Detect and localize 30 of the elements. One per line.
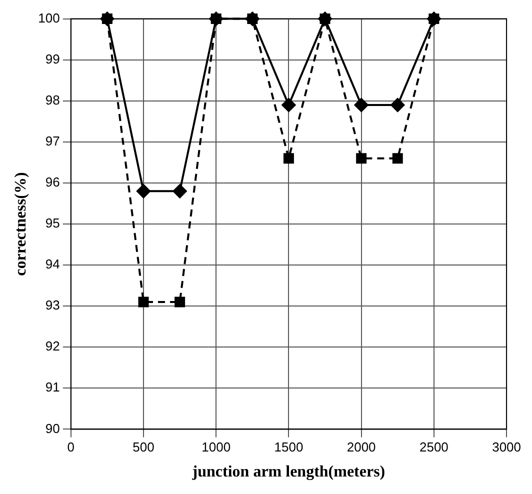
y-tick-label: 92 (45, 338, 60, 354)
y-tick-label: 99 (45, 51, 60, 66)
point (282, 98, 296, 112)
y-tick-label: 98 (45, 92, 60, 108)
x-tick-label: 1500 (274, 440, 304, 455)
y-tick-label: 91 (45, 380, 60, 395)
y-tick-label: 90 (45, 420, 60, 436)
y-tick-label: 97 (45, 134, 60, 148)
point (354, 98, 368, 112)
y-tick-label: 96 (45, 174, 60, 190)
point (172, 184, 187, 198)
point (283, 153, 294, 164)
point (356, 153, 367, 164)
x-tick-label: 2500 (419, 440, 448, 455)
point (174, 296, 186, 308)
y-tick-label: 94 (45, 256, 60, 272)
x-tick-label: 3000 (492, 440, 521, 455)
y-tick-label: 100 (38, 10, 60, 26)
x-tick-label: 1000 (202, 440, 231, 455)
y-tick-label: 95 (45, 216, 60, 231)
point (136, 184, 150, 198)
point (138, 296, 149, 308)
x-axis-title: junction arm length(meters) (191, 464, 386, 481)
x-tick-label: 0 (67, 440, 75, 455)
x-tick-label: 500 (132, 440, 154, 455)
x-tick-label: 2000 (346, 440, 376, 455)
y-tick-label: 93 (45, 298, 60, 313)
point (390, 98, 405, 112)
point (392, 153, 403, 164)
y-axis-title: correctness(%) (12, 172, 30, 276)
